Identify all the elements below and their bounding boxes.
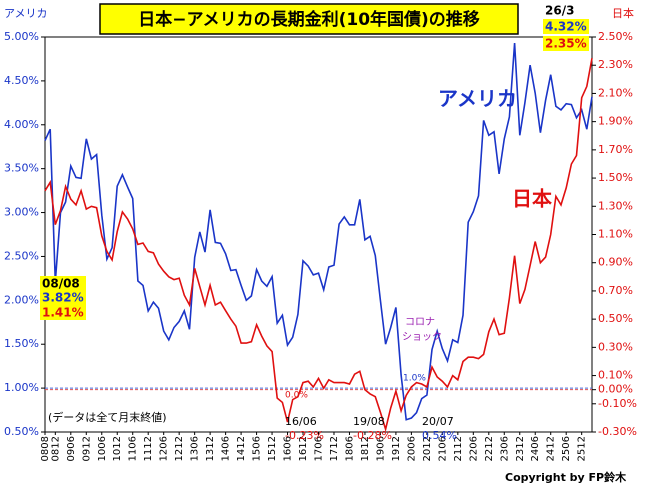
y-tick-label: 2.00% <box>4 293 39 306</box>
y-axis-title: アメリカ <box>4 7 47 20</box>
x-tick-label: 0812 <box>50 436 61 461</box>
x-tick-label: 1706 <box>314 436 325 461</box>
annotation: -0.28% <box>353 429 392 442</box>
y-tick-label: 3.00% <box>4 206 39 219</box>
x-tick-label: 1712 <box>329 436 340 461</box>
x-tick-label: 0912 <box>81 436 92 461</box>
annotation: 0.0% <box>285 391 308 401</box>
x-tick-label: 2206 <box>468 436 479 461</box>
y2-tick-label: 0.10% <box>598 369 633 382</box>
y2-tick-label: 1.10% <box>598 228 633 241</box>
x-tick-label: 2012 <box>422 436 433 461</box>
annotation: 3.82% <box>42 291 84 305</box>
y2-tick-label: 1.90% <box>598 115 633 128</box>
x-tick-label: 2506 <box>561 436 572 461</box>
series-label: アメリカ <box>438 87 517 111</box>
y2-tick-label: 2.10% <box>598 86 633 99</box>
annotation-bg <box>543 19 589 34</box>
annotation: 2.35% <box>545 37 587 51</box>
series-line <box>44 58 593 433</box>
y2-tick-label: 0.50% <box>598 312 633 325</box>
y2-tick-label: 2.30% <box>598 58 633 71</box>
annotation: (データは全て月末終値) <box>48 410 167 424</box>
y2-tick-label: -0.30% <box>598 425 637 438</box>
annotation: 4.32% <box>545 20 587 34</box>
x-tick-label: 2512 <box>577 436 588 461</box>
annotation: ショック <box>402 331 442 343</box>
x-tick-label: 0906 <box>66 436 77 461</box>
y-tick-label: 0.50% <box>4 425 39 438</box>
y2-tick-label: -0.10% <box>598 397 637 410</box>
chart-title: 日本−アメリカの長期金利(10年国債)の推移 <box>138 9 480 30</box>
x-tick-label: 2106 <box>437 436 448 461</box>
y2-tick-label: 0.70% <box>598 284 633 297</box>
y-tick-label: 5.00% <box>4 30 39 43</box>
x-tick-label: 1212 <box>174 436 185 461</box>
x-tick-label: 2406 <box>530 436 541 461</box>
x-tick-label: 1406 <box>221 436 232 461</box>
x-tick-label: 1512 <box>267 436 278 461</box>
x-tick-label: 1606 <box>283 436 294 461</box>
y-tick-label: 4.50% <box>4 74 39 87</box>
x-tick-label: 1206 <box>159 436 170 461</box>
y2-tick-label: 0.30% <box>598 340 633 353</box>
y2-tick-label: 1.30% <box>598 199 633 212</box>
x-tick-label: 1812 <box>360 436 371 461</box>
x-tick-label: 1806 <box>344 436 355 461</box>
x-tick-label: 1506 <box>252 436 263 461</box>
x-tick-label: 1106 <box>128 436 139 461</box>
x-tick-label: 1006 <box>97 436 108 461</box>
annotation: 20/07 <box>422 415 454 428</box>
y2-tick-label: 2.50% <box>598 30 633 43</box>
series-label: 日本 <box>512 187 552 211</box>
y-tick-label: 1.50% <box>4 337 39 350</box>
x-tick-label: 1012 <box>112 436 123 461</box>
y2-tick-label: 1.50% <box>598 171 633 184</box>
x-tick-label: 2006 <box>406 436 417 461</box>
x-tick-label: 1912 <box>391 436 402 461</box>
x-tick-label: 2212 <box>484 436 495 461</box>
title-box <box>99 3 519 35</box>
y2-axis-title: 日本 <box>612 6 634 20</box>
x-tick-label: 0808 <box>40 436 51 461</box>
annotation: 26/3 <box>545 4 574 18</box>
x-tick-label: 1612 <box>298 436 309 461</box>
x-tick-label: 1412 <box>236 436 247 461</box>
annotation-bg <box>40 290 86 305</box>
annotation: 16/06 <box>285 415 317 428</box>
annotation: 1.0% <box>403 374 426 384</box>
y-tick-label: 3.50% <box>4 162 39 175</box>
x-tick-label: 2306 <box>499 436 510 461</box>
annotation-bg <box>40 276 86 291</box>
annotation: 19/08 <box>353 415 385 428</box>
y2-tick-label: 0.90% <box>598 256 633 269</box>
x-tick-label: 1312 <box>205 436 216 461</box>
y2-tick-label: 1.70% <box>598 143 633 156</box>
annotation: -0.23% <box>285 429 324 442</box>
annotation: 0.54% <box>422 429 457 442</box>
annotation-bg <box>40 305 86 320</box>
x-tick-label: 2312 <box>515 436 526 461</box>
series-line <box>44 43 593 421</box>
annotation: Copyright by FP鈴木 <box>505 470 627 484</box>
annotation: 08/08 <box>42 277 80 291</box>
x-tick-label: 1906 <box>375 436 386 461</box>
y2-tick-label: 0.00% <box>598 383 633 396</box>
y-tick-label: 2.50% <box>4 249 39 262</box>
x-tick-label: 1112 <box>143 436 154 461</box>
y-tick-label: 4.00% <box>4 118 39 131</box>
annotation: コロナ <box>405 316 435 328</box>
y-tick-label: 1.00% <box>4 381 39 394</box>
x-tick-label: 2412 <box>546 436 557 461</box>
annotation: 1.41% <box>42 306 84 320</box>
x-tick-label: 2112 <box>453 436 464 461</box>
x-tick-label: 1306 <box>190 436 201 461</box>
annotation-bg <box>543 36 589 51</box>
